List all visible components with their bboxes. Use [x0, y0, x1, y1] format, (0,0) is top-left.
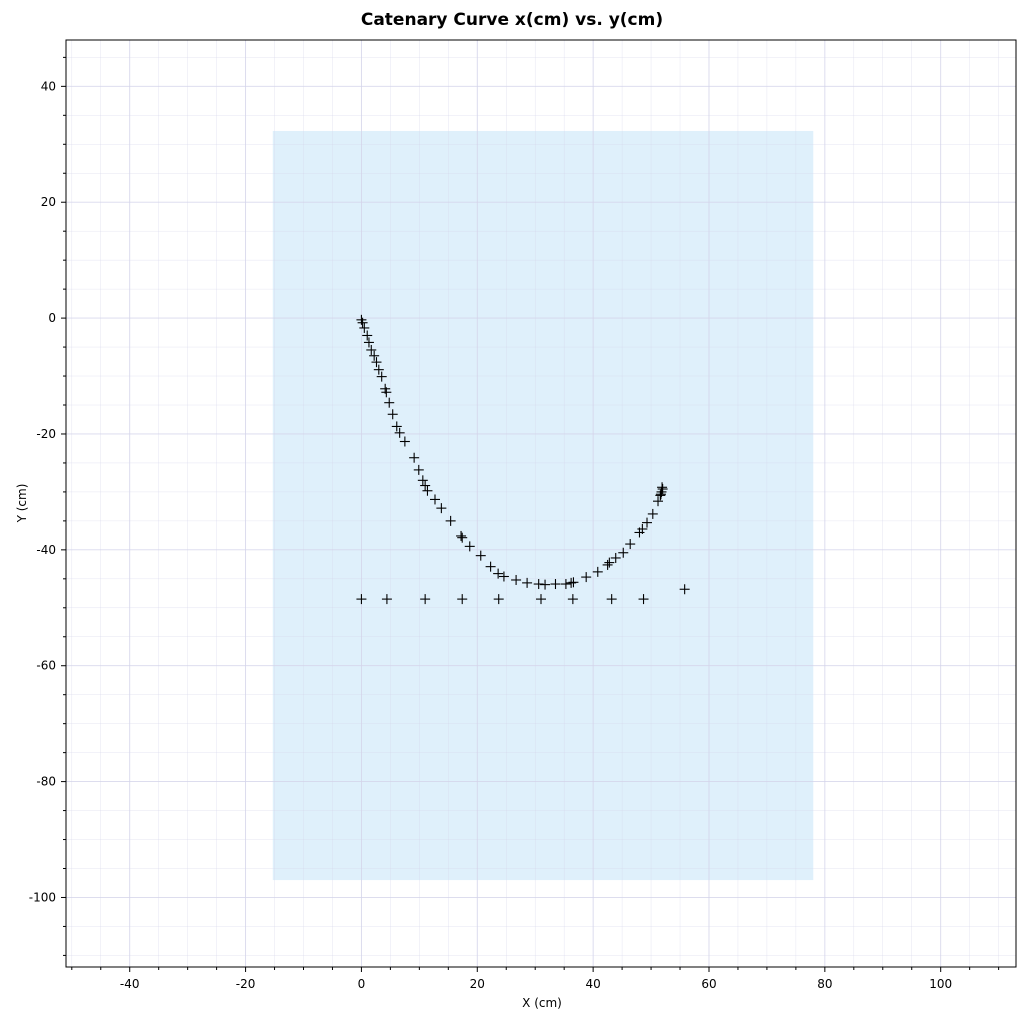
data-point — [384, 397, 395, 408]
data-point — [436, 503, 447, 514]
data-point — [420, 480, 431, 491]
data-point — [625, 539, 636, 550]
y-tick-label: -20 — [36, 427, 56, 441]
data-point — [363, 337, 374, 348]
x-tick-label: 80 — [817, 977, 832, 991]
data-point — [485, 561, 496, 572]
data-point — [464, 541, 475, 552]
data-point — [592, 566, 603, 577]
x-tick-label: 0 — [358, 977, 366, 991]
data-point — [606, 594, 617, 605]
axis-ticks — [61, 56, 1000, 972]
data-point — [511, 574, 522, 585]
data-point — [637, 523, 648, 534]
data-point — [413, 464, 424, 475]
data-point — [362, 330, 373, 341]
data-point — [655, 489, 666, 500]
data-point — [445, 515, 456, 526]
data-point — [371, 357, 382, 368]
data-point — [422, 485, 433, 496]
data-point — [399, 436, 410, 447]
data-point — [357, 317, 368, 328]
data-point — [642, 517, 653, 528]
plot-area — [65, 39, 1017, 968]
data-point — [369, 350, 380, 361]
data-point — [581, 572, 592, 583]
grid-layer — [66, 40, 1016, 967]
data-point — [550, 579, 561, 590]
x-axis-label: X (cm) — [522, 996, 562, 1010]
data-point — [493, 568, 504, 579]
data-point — [457, 532, 468, 543]
x-tick-label: 60 — [701, 977, 716, 991]
data-point — [356, 594, 367, 605]
data-point — [567, 594, 578, 605]
data-point — [420, 594, 431, 605]
data-point — [373, 364, 384, 375]
data-point — [568, 577, 579, 588]
x-tick-label: -40 — [120, 977, 140, 991]
data-point — [498, 571, 509, 582]
data-point — [560, 579, 571, 590]
data-point — [540, 579, 551, 590]
data-point — [604, 557, 615, 568]
y-tick-label: -40 — [36, 543, 56, 557]
highlight-region-layer — [272, 130, 814, 881]
data-point — [394, 427, 405, 438]
data-point — [566, 577, 577, 588]
data-point — [456, 530, 467, 541]
data-point — [533, 579, 544, 590]
data-point — [647, 508, 658, 519]
data-points — [356, 314, 690, 605]
data-point — [409, 452, 420, 463]
y-tick-label: -60 — [36, 659, 56, 673]
y-tick-label: 0 — [48, 311, 56, 325]
data-point — [618, 547, 629, 558]
data-point — [359, 322, 370, 333]
data-point — [610, 552, 621, 563]
data-point — [391, 421, 402, 432]
tick-labels: -40 -20 0 20 40 60 80 100 40 20 0 -20 -40 -60 -80 -100 — [29, 79, 952, 991]
data-point — [638, 594, 649, 605]
y-axis-label: Y (cm) — [15, 483, 29, 523]
data-point — [657, 484, 668, 495]
data-point — [522, 577, 533, 588]
data-point — [457, 594, 468, 605]
data-point — [366, 344, 377, 355]
x-tick-label: -20 — [236, 977, 256, 991]
y-tick-label: 20 — [41, 195, 56, 209]
data-point — [653, 496, 664, 507]
x-tick-label: 40 — [585, 977, 600, 991]
data-point — [493, 594, 504, 605]
y-tick-label: -80 — [36, 775, 56, 789]
data-point — [381, 387, 392, 398]
x-tick-label: 20 — [470, 977, 485, 991]
highlight-region — [272, 130, 814, 881]
data-point — [417, 475, 428, 486]
data-point — [536, 594, 546, 605]
chart-title: Catenary Curve x(cm) vs. y(cm) — [360, 10, 664, 30]
data-point — [679, 584, 690, 595]
data-point — [657, 482, 668, 493]
data-point — [381, 594, 392, 605]
data-point — [602, 559, 613, 570]
data-point — [387, 409, 398, 420]
data-point — [376, 371, 387, 382]
y-tick-label: 40 — [41, 79, 56, 93]
y-tick-label: -100 — [29, 890, 56, 904]
x-tick-label: 100 — [929, 977, 952, 991]
data-point — [429, 494, 440, 505]
data-point — [475, 550, 486, 561]
